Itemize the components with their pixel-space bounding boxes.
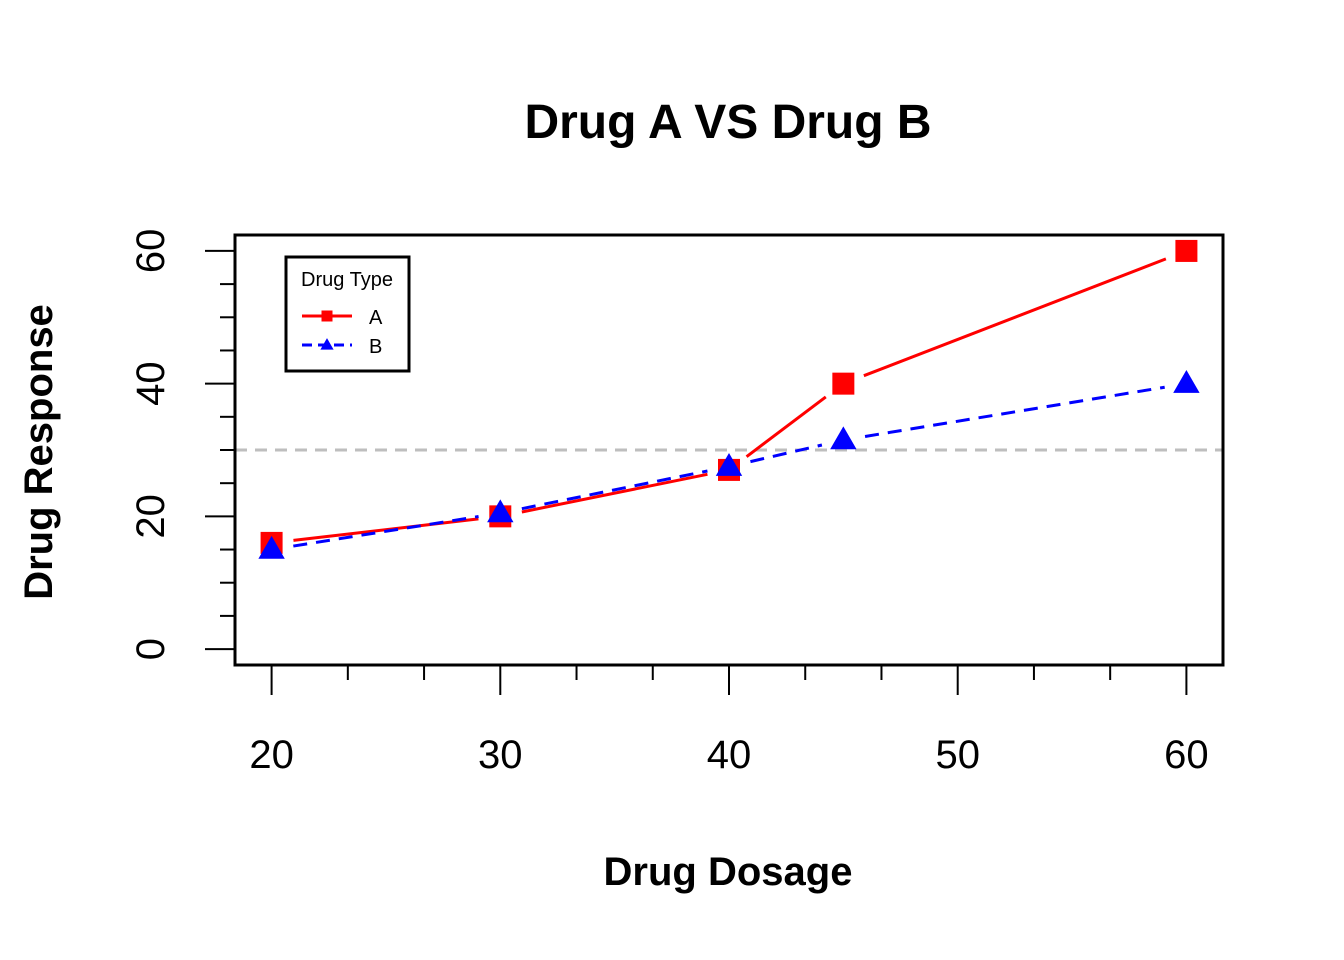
series-b-segment [750,443,823,464]
x-tick-label: 50 [935,733,980,777]
axes: 20 30 40 50 60 0 20 40 60 [129,229,1225,777]
series-b-segment [864,385,1165,438]
x-axis-title: Drug Dosage [604,850,853,894]
series-b-segment [521,469,708,511]
series-a-segment [745,395,827,458]
series-a-point [1175,239,1198,262]
series-group [258,239,1200,559]
legend-box [284,255,411,373]
x-tick-label: 20 [249,733,294,777]
x-tick-label: 60 [1164,733,1209,777]
legend-marker-a [321,310,333,322]
legend-marker-b [320,338,334,350]
legend-label-b: B [369,336,382,358]
legend-title: Drug Type [301,269,393,291]
x-tick-label: 30 [478,733,523,777]
series-b-point [258,535,285,559]
series-a-point [832,372,855,395]
y-tick-label: 40 [129,361,173,406]
series-b-point [1173,370,1200,393]
series-b-point [487,499,514,523]
y-tick-label: 0 [129,638,173,660]
series-a-segment [521,472,708,514]
series-b [258,370,1200,559]
chart-title: Drug A VS Drug B [524,96,931,149]
series-a-segment [863,257,1167,378]
legend-label-a: A [369,307,383,329]
series-b-point [830,426,857,450]
series-b-point [715,452,743,476]
y-axis-title: Drug Response [17,304,61,600]
legend: Drug Type AB [284,255,411,373]
series-a-segment [293,517,479,542]
x-tick-label: 40 [707,733,752,777]
y-tick-label: 60 [129,229,173,273]
y-tick-label: 20 [129,494,173,539]
series-b-segment [293,515,479,548]
